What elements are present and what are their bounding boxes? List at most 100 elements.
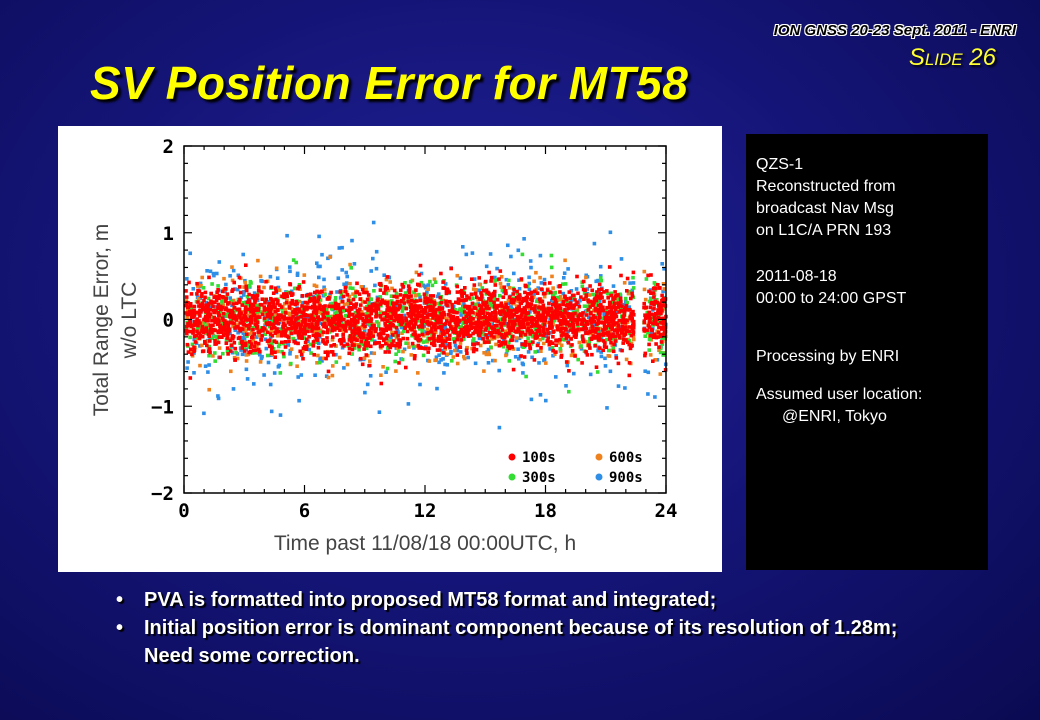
- data-point: [414, 320, 418, 324]
- data-point: [468, 315, 473, 320]
- data-point: [247, 283, 252, 288]
- data-point: [475, 312, 480, 316]
- data-point: [262, 285, 266, 290]
- legend-label: 600s: [609, 450, 643, 466]
- data-point: [512, 271, 516, 276]
- data-point: [571, 293, 576, 298]
- data-point: [464, 298, 468, 302]
- data-point: [399, 322, 403, 327]
- data-point: [492, 296, 497, 300]
- data-point: [465, 351, 469, 356]
- data-point: [598, 264, 603, 269]
- data-point: [387, 343, 391, 348]
- data-point: [317, 295, 321, 299]
- data-point: [451, 355, 456, 359]
- data-point: [391, 301, 395, 305]
- data-point: [331, 364, 335, 368]
- data-point: [229, 299, 233, 304]
- data-point: [499, 285, 504, 289]
- data-point: [657, 345, 661, 349]
- data-point: [364, 353, 369, 357]
- data-point: [609, 291, 614, 296]
- data-point: [605, 305, 610, 310]
- data-point: [478, 343, 483, 348]
- data-point: [227, 328, 231, 332]
- data-point: [611, 334, 615, 339]
- data-point: [234, 301, 239, 306]
- data-point: [453, 343, 458, 348]
- data-point: [307, 347, 312, 352]
- data-point: [627, 361, 632, 365]
- data-point: [243, 341, 248, 346]
- data-point: [437, 310, 441, 314]
- data-point: [321, 322, 325, 327]
- data-point: [225, 334, 230, 338]
- data-point: [282, 321, 286, 325]
- data-point: [615, 330, 620, 335]
- data-point: [570, 349, 575, 353]
- data-point: [556, 314, 560, 319]
- data-point: [298, 326, 303, 330]
- data-point: [263, 332, 267, 336]
- data-point: [190, 342, 195, 347]
- data-point: [185, 315, 189, 319]
- data-point: [270, 345, 274, 349]
- data-point: [316, 297, 320, 302]
- data-point: [493, 324, 497, 328]
- data-point: [372, 289, 376, 293]
- data-point: [362, 356, 367, 360]
- data-point: [566, 334, 571, 339]
- data-point: [443, 362, 447, 367]
- data-point: [433, 280, 438, 284]
- data-point: [415, 304, 419, 309]
- data-point: [519, 333, 523, 338]
- data-point: [588, 329, 592, 334]
- data-point: [454, 300, 458, 305]
- data-point: [579, 344, 583, 348]
- data-point: [473, 330, 477, 334]
- data-point: [217, 293, 222, 298]
- data-point: [298, 319, 303, 324]
- data-point: [233, 358, 237, 362]
- data-point: [282, 317, 286, 321]
- data-point: [378, 288, 383, 292]
- data-point: [452, 340, 457, 344]
- data-point: [184, 311, 188, 315]
- data-point: [385, 366, 390, 371]
- data-point: [476, 330, 481, 334]
- data-point: [476, 321, 481, 326]
- data-point: [659, 316, 664, 321]
- data-point: [407, 314, 412, 318]
- data-point: [195, 317, 199, 321]
- data-point: [314, 299, 318, 304]
- data-point: [497, 343, 502, 348]
- data-point: [592, 300, 596, 305]
- data-point: [386, 288, 391, 293]
- data-point: [459, 290, 463, 294]
- data-point: [461, 329, 466, 334]
- data-point: [646, 315, 650, 320]
- data-point: [392, 318, 396, 323]
- data-point: [374, 313, 379, 318]
- data-point: [511, 334, 515, 339]
- data-point: [609, 348, 613, 353]
- data-point: [301, 301, 305, 305]
- data-point: [622, 307, 627, 312]
- data-point: [444, 339, 448, 343]
- data-point: [280, 340, 284, 345]
- data-point: [628, 346, 633, 351]
- data-point: [202, 328, 206, 333]
- data-point: [653, 282, 658, 287]
- data-point: [311, 344, 316, 348]
- data-point: [440, 315, 445, 319]
- data-point: [440, 327, 444, 331]
- data-point: [487, 270, 491, 275]
- data-point: [333, 301, 338, 306]
- legend-marker: [508, 473, 516, 481]
- data-point: [280, 311, 285, 315]
- data-point: [200, 292, 204, 296]
- data-point: [282, 315, 286, 319]
- data-point: [442, 312, 446, 317]
- data-point: [548, 281, 552, 285]
- data-point: [367, 332, 372, 337]
